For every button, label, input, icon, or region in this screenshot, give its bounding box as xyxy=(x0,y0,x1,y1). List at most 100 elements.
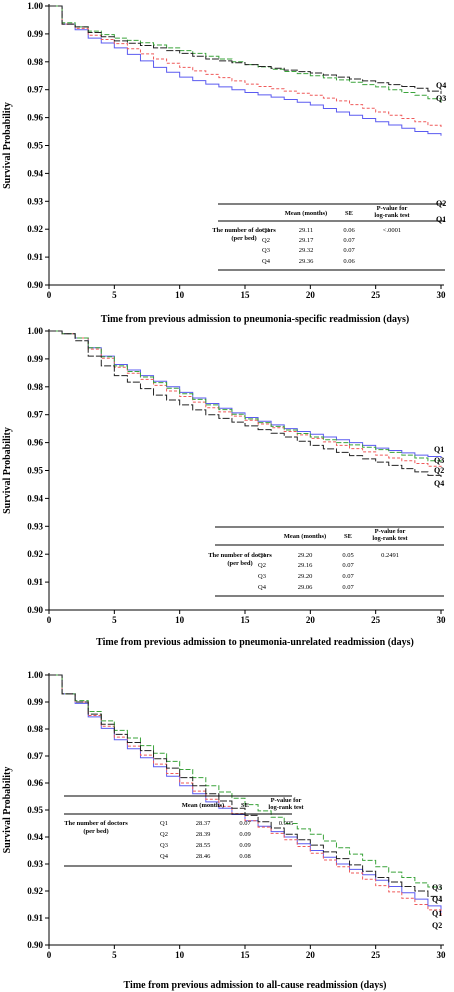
y-tick-label: 0.92 xyxy=(27,224,43,234)
table-cell-quartile: Q2 xyxy=(258,562,266,569)
table-cell-se: 0.09 xyxy=(239,842,250,849)
y-tick-label: 0.99 xyxy=(27,697,43,707)
table-header-se: SE xyxy=(345,210,353,217)
table-cell-quartile: Q4 xyxy=(262,258,271,265)
x-tick-label: 10 xyxy=(175,290,185,300)
y-tick-label: 0.90 xyxy=(27,940,43,950)
series-line-q1 xyxy=(49,5,442,136)
table-cell-se: 0.06 xyxy=(343,227,355,234)
chart-panel-3: 0.90 0.91 0.92 0.93 0.94 0.95 0.96 0.97 0.98 0.99… xyxy=(2,670,446,991)
x-tick-label: 25 xyxy=(371,290,381,300)
table-cell-se: 0.07 xyxy=(343,237,355,244)
end-label-q3: Q3 xyxy=(434,456,444,465)
table-group-label-line1: The number of doctors xyxy=(208,552,272,559)
table-cell-mean: 28.37 xyxy=(196,820,211,827)
y-tick-label: 0.92 xyxy=(27,886,43,896)
x-tick-label: 15 xyxy=(241,615,251,625)
x-tick-label: 10 xyxy=(175,950,185,960)
table-cell-mean: 29.16 xyxy=(298,562,313,569)
table-header-pvalue-line2: log-rank test xyxy=(374,212,410,219)
end-label-q4: Q4 xyxy=(432,895,442,904)
y-tick-label: 0.98 xyxy=(27,724,43,734)
series-line-q4 xyxy=(49,330,442,479)
y-tick-label: 0.98 xyxy=(27,57,43,67)
x-tick-label: 30 xyxy=(437,950,447,960)
table-cell-se: 0.07 xyxy=(342,584,354,591)
table-header-pvalue-line1: P-value for xyxy=(271,797,302,804)
table-cell-se: 0.09 xyxy=(239,831,250,838)
series-line-q4 xyxy=(49,674,442,902)
table-header-pvalue-line2: log-rank test xyxy=(372,535,408,542)
x-tick-label: 25 xyxy=(371,950,381,960)
series-line-q1 xyxy=(49,330,442,458)
x-tick-label: 20 xyxy=(306,615,316,625)
x-tick-label: 30 xyxy=(437,290,447,300)
y-tick-label: 0.94 xyxy=(27,168,43,178)
series-line-q2 xyxy=(49,5,442,129)
table-cell-pvalue: 0.005 xyxy=(279,820,294,827)
x-tick-label: 0 xyxy=(47,615,52,625)
table-cell-quartile: Q3 xyxy=(262,247,270,254)
x-tick-label: 25 xyxy=(371,615,381,625)
y-tick-label: 0.95 xyxy=(27,466,43,476)
y-tick-label: 0.91 xyxy=(27,252,43,262)
table-header-pvalue-line2: log-rank test xyxy=(268,804,304,811)
table-cell-quartile: Q3 xyxy=(258,573,266,580)
table-cell-mean: 29.20 xyxy=(298,573,313,580)
end-label-q2: Q2 xyxy=(432,921,442,930)
end-label-q1: Q1 xyxy=(432,909,442,918)
series-line-q4 xyxy=(49,5,442,94)
y-tick-label: 0.97 xyxy=(27,751,43,761)
table-cell-se: 0.08 xyxy=(239,853,250,860)
table-cell-se: 0.07 xyxy=(343,247,355,254)
table-header-se: SE xyxy=(241,802,249,809)
table-cell-mean: 29.11 xyxy=(299,227,313,234)
series-line-q2 xyxy=(49,674,442,916)
x-tick-label: 0 xyxy=(47,950,52,960)
end-label-q1: Q1 xyxy=(434,445,444,454)
table-cell-quartile: Q3 xyxy=(160,842,168,849)
table-cell-quartile: Q4 xyxy=(258,584,267,591)
table-cell-quartile: Q2 xyxy=(160,831,168,838)
y-tick-label: 0.99 xyxy=(27,354,43,364)
table-header-mean: Mean (months) xyxy=(285,210,327,217)
y-tick-label: 1.00 xyxy=(27,670,43,680)
y-axis-title: Survival Probability xyxy=(2,767,13,854)
table-cell-se: 0.07 xyxy=(342,562,354,569)
table-cell-pvalue: 0.2491 xyxy=(381,552,399,559)
y-tick-label: 0.94 xyxy=(27,493,43,503)
y-tick-label: 1.00 xyxy=(27,1,43,11)
table-cell-pvalue: <.0001 xyxy=(383,227,401,234)
end-label-q4: Q4 xyxy=(436,81,446,90)
x-axis-title: Time from previous admission to pneumoni… xyxy=(101,314,409,325)
y-tick-label: 0.91 xyxy=(27,913,43,923)
table-cell-se: 0.07 xyxy=(342,573,354,580)
table-cell-quartile: Q1 xyxy=(258,552,266,559)
y-tick-label: 0.93 xyxy=(27,196,43,206)
table-group-label-line2: (per bed) xyxy=(83,828,108,835)
end-label-q4: Q4 xyxy=(434,479,444,488)
y-tick-label: 0.95 xyxy=(27,141,43,151)
table-cell-quartile: Q1 xyxy=(160,820,168,827)
end-label-q3: Q3 xyxy=(432,883,442,892)
table-cell-mean: 28.46 xyxy=(196,853,211,860)
y-tick-label: 0.91 xyxy=(27,577,43,587)
y-tick-label: 0.95 xyxy=(27,805,43,815)
table-cell-mean: 29.32 xyxy=(299,247,314,254)
x-tick-label: 10 xyxy=(175,615,185,625)
series-line-q3 xyxy=(49,330,442,464)
y-tick-label: 0.96 xyxy=(27,438,43,448)
table-cell-mean: 28.39 xyxy=(196,831,211,838)
table-cell-mean: 29.20 xyxy=(298,552,313,559)
end-label-q1: Q1 xyxy=(436,215,446,224)
y-tick-label: 0.90 xyxy=(27,280,43,290)
table-group-label-line1: The number of doctors xyxy=(212,227,276,234)
y-tick-label: 1.00 xyxy=(27,326,43,336)
y-tick-label: 0.93 xyxy=(27,859,43,869)
y-tick-label: 0.92 xyxy=(27,549,43,559)
end-label-q3: Q3 xyxy=(436,94,446,103)
table-cell-mean: 29.17 xyxy=(299,237,314,244)
